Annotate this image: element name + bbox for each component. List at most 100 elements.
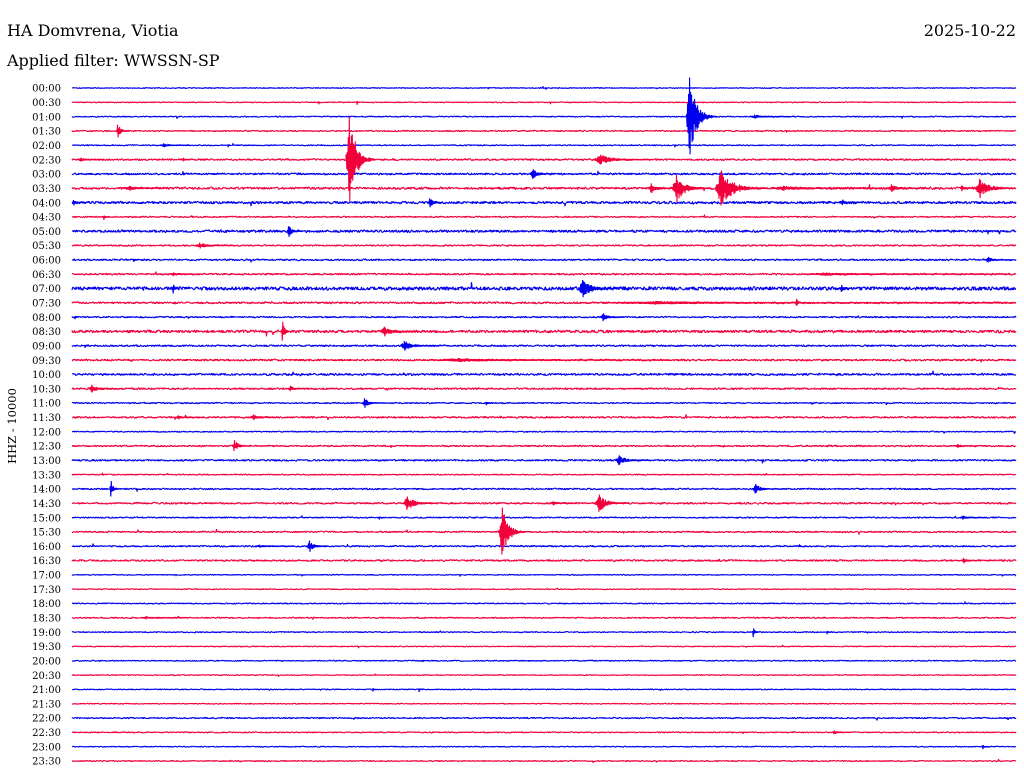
seismic-event [714,170,768,206]
trace-line [71,601,1017,605]
seismic-event [379,326,420,337]
seismic-event [169,272,196,277]
row-time-label: 14:00 [32,485,61,496]
trace-line [71,158,1017,162]
trace-line [71,444,1017,449]
seismic-event [361,398,385,408]
row-time-label: 02:30 [32,155,61,166]
row-time-label: 23:00 [32,742,61,753]
trace-line [71,644,1017,649]
row-time-label: 06:30 [32,270,61,281]
seismic-event [984,256,1013,263]
seismic-event [685,77,717,155]
row-time-label: 13:30 [32,470,61,481]
row-time-label: 05:00 [32,227,61,238]
seismic-event [377,516,384,520]
seismic-event [194,242,235,249]
seismic-event [140,616,190,620]
seismic-event [550,501,576,506]
row-time-label: 12:00 [32,427,61,438]
seismic-event [287,385,308,392]
seismic-event [751,628,760,638]
seismic-event [417,688,424,692]
seismic-event [593,154,653,165]
seismic-event [751,484,780,494]
trace-line [71,702,1017,705]
filter-label: Applied filter: WWSSN-SP [6,51,220,70]
trace-line [71,258,1017,263]
row-time-label: 03:30 [32,184,61,195]
row-time-label: 21:00 [32,685,61,696]
seismic-event [831,730,852,735]
trace-line [71,229,1017,235]
trace-line [71,731,1017,735]
seismic-event [371,688,378,692]
seismic-event [577,279,618,298]
trace-line [71,414,1017,421]
row-time-label: 01:00 [32,112,61,123]
trace-line [71,401,1017,406]
trace-line [71,745,1017,748]
plot-date: 2025-10-22 [924,21,1016,40]
row-time-label: 09:00 [32,341,61,352]
trace-line [71,558,1017,563]
seismic-event [825,630,832,635]
trace-line [71,282,1017,291]
trace-line [71,386,1017,391]
row-time-label: 22:00 [32,714,61,725]
row-time-label: 08:30 [32,327,61,338]
seismic-event [77,157,103,162]
trace-line [71,716,1017,721]
row-time-label: 21:30 [32,699,61,710]
station-title: HA Domvrena, Viotia [7,21,179,40]
trace-line [71,430,1017,434]
seismic-event [769,185,881,191]
seismic-event [254,544,295,548]
seismic-event [887,184,918,193]
seismic-event [606,300,1016,305]
trace-line [71,115,1017,119]
seismic-event [961,557,978,564]
channel-scale-label: HHZ - 10000 [5,388,19,464]
row-time-label: 18:30 [32,614,61,625]
row-time-label: 01:30 [32,127,61,138]
seismic-event [87,384,118,393]
seismic-event [306,540,330,552]
trace-line [71,673,1017,677]
row-time-label: 19:30 [32,642,61,653]
row-time-label: 00:00 [32,84,61,95]
trace-line [71,458,1017,464]
seismic-event [614,455,650,466]
seismic-event [280,321,292,341]
seismic-event [981,745,990,750]
seismic-event [159,143,190,148]
trace-line [71,344,1017,348]
seismic-event [484,401,493,406]
row-time-label: 11:30 [32,413,61,424]
seismic-event [671,175,712,202]
seismic-event [954,443,978,448]
seismic-event [345,116,376,201]
trace-line [71,573,1017,577]
trace-line [71,688,1017,691]
row-time-label: 22:30 [32,728,61,739]
row-time-label: 12:30 [32,442,61,453]
seismic-event [231,440,252,452]
seismic-event [402,496,439,510]
seismic-event [427,198,444,208]
row-time-label: 09:30 [32,356,61,367]
seismic-event [529,169,555,179]
row-time-label: 02:00 [32,141,61,152]
trace-line [71,758,1017,763]
seismic-event [181,157,192,162]
trace-line [71,528,1017,535]
seismic-event [83,344,90,348]
row-time-label: 16:30 [32,556,61,567]
trace-line [71,329,1017,337]
trace-line [71,615,1017,620]
trace-line [71,214,1017,219]
row-time-label: 23:30 [32,757,61,768]
seismic-event [839,199,860,206]
row-time-label: 06:00 [32,256,61,267]
